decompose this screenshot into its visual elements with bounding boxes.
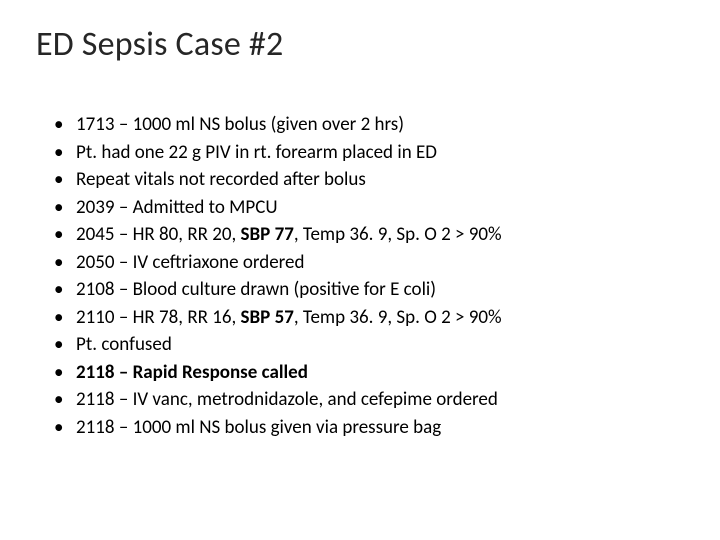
bullet-text-pre: 2050 – IV ceftriaxone ordered (76, 251, 304, 274)
bullet-item: 2045 – HR 80, RR 20, SBP 77, Temp 36. 9,… (54, 221, 684, 249)
bullet-item: Pt. confused (54, 331, 684, 359)
bullet-item: Repeat vitals not recorded after bolus (54, 166, 684, 194)
bullet-item: 2108 – Blood culture drawn (positive for… (54, 276, 684, 304)
bullet-text-pre: 1713 – 1000 ml NS bolus (given over 2 hr… (76, 113, 404, 136)
bullet-text-bold: SBP 57 (241, 306, 294, 329)
bullet-text-pre: Pt. confused (76, 333, 172, 356)
bullet-item: 2039 – Admitted to MPCU (54, 194, 684, 222)
bullet-text-post: , Temp 36. 9, Sp. O 2 > 90% (294, 223, 502, 246)
bullet-item: 2118 – IV vanc, metrodnidazole, and cefe… (54, 386, 684, 414)
bullet-text-pre: 2045 – HR 80, RR 20, (76, 223, 241, 246)
bullet-list: 1713 – 1000 ml NS bolus (given over 2 hr… (36, 111, 684, 442)
bullet-text-post: , Temp 36. 9, Sp. O 2 > 90% (294, 306, 502, 329)
bullet-text-pre: 2118 – IV vanc, metrodnidazole, and cefe… (76, 388, 498, 411)
bullet-text-pre: Pt. had one 22 g PIV in rt. forearm plac… (76, 141, 437, 164)
bullet-item: 1713 – 1000 ml NS bolus (given over 2 hr… (54, 111, 684, 139)
slide: ED Sepsis Case #2 1713 – 1000 ml NS bolu… (0, 0, 720, 540)
bullet-item: 2118 – 1000 ml NS bolus given via pressu… (54, 414, 684, 442)
bullet-text-bold: 2118 – Rapid Response called (76, 361, 308, 384)
bullet-text-pre: 2110 – HR 78, RR 16, (76, 306, 241, 329)
bullet-text-pre: 2039 – Admitted to MPCU (76, 196, 278, 219)
bullet-item: 2050 – IV ceftriaxone ordered (54, 249, 684, 277)
bullet-item: 2118 – Rapid Response called (54, 359, 684, 387)
bullet-text-bold: SBP 77 (241, 223, 294, 246)
bullet-item: 2110 – HR 78, RR 16, SBP 57, Temp 36. 9,… (54, 304, 684, 332)
bullet-text-pre: Repeat vitals not recorded after bolus (76, 168, 366, 191)
bullet-text-pre: 2108 – Blood culture drawn (positive for… (76, 278, 436, 301)
bullet-text-pre: 2118 – 1000 ml NS bolus given via pressu… (76, 416, 441, 439)
bullet-item: Pt. had one 22 g PIV in rt. forearm plac… (54, 139, 684, 167)
slide-title: ED Sepsis Case #2 (36, 24, 684, 65)
